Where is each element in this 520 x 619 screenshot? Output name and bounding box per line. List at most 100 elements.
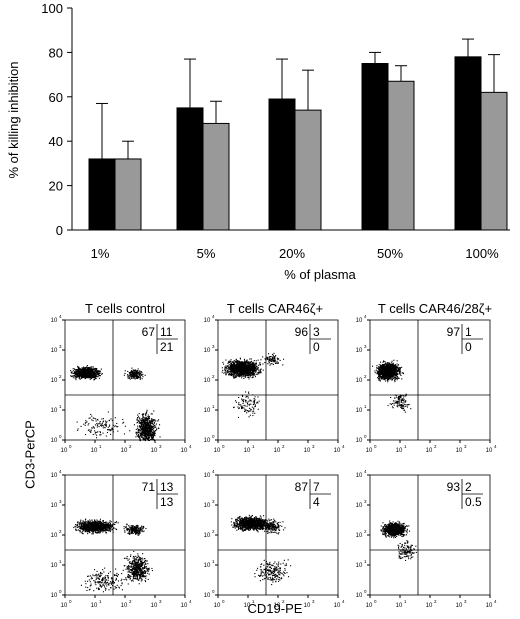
y-tick-exponent-0: 0 <box>59 434 62 439</box>
quadrant-lower-right-value: 0 <box>465 340 472 354</box>
x-tick-exponent-2: 2 <box>434 444 437 449</box>
x-tick-label-1: 10 <box>91 603 98 608</box>
quadrant-upper-left-value: 96 <box>295 325 309 339</box>
y-tick-exponent-2: 2 <box>59 529 62 534</box>
bar-s1-3 <box>387 80 415 231</box>
x-tick-label-1: 10 <box>396 448 403 454</box>
y-tick-label-1: 10 <box>51 563 58 569</box>
y-tick-exponent-3: 3 <box>212 344 215 349</box>
quadrant-upper-left-value: 67 <box>142 325 156 339</box>
y-tick-exponent-4: 4 <box>212 469 215 474</box>
x-tick-label-2: 10 <box>121 603 128 608</box>
y-tick-label-0: 10 <box>51 438 58 444</box>
x-tick-label-1: 10 <box>244 603 251 608</box>
y-tick-label-4: 10 <box>204 473 211 479</box>
x-tick-label-0: 10 <box>61 448 68 454</box>
event-dots <box>230 514 292 586</box>
y-tick-label-3: 10 <box>51 348 58 354</box>
column-title-2: T cells CAR46/28ζ+ <box>377 301 493 316</box>
y-tick-exponent-4: 4 <box>59 314 62 319</box>
x-tick-exponent-3: 3 <box>464 444 467 449</box>
x-tick-exponent-3: 3 <box>312 599 315 604</box>
x-tick-label-3: 50% <box>377 246 403 261</box>
x-tick-exponent-2: 2 <box>129 444 132 449</box>
x-tick-exponent-0: 0 <box>69 599 72 604</box>
x-tick-exponent-2: 2 <box>434 599 437 604</box>
x-tick-exponent-1: 1 <box>252 599 255 604</box>
panel-frame <box>64 319 186 441</box>
bar-s0-4 <box>454 56 482 231</box>
x-tick-label-2: 10 <box>274 603 281 608</box>
x-tick-label-4: 10 <box>181 603 188 608</box>
y-tick-exponent-4: 4 <box>364 469 367 474</box>
quadrant-lower-right-value: 21 <box>160 340 174 354</box>
y-tick-label-0: 10 <box>356 593 363 599</box>
panel-frame <box>369 319 491 441</box>
quadrant-upper-right-value: 1 <box>465 325 472 339</box>
event-dots <box>73 518 153 593</box>
quadrant-upper-left-value: 87 <box>295 480 309 494</box>
x-tick-label-1: 10 <box>396 603 403 608</box>
bar-axes: 0 20 40 60 80 100 1% 5% 20% 50% 100% <box>41 1 510 261</box>
bar-s0-1 <box>176 107 204 231</box>
quadrant-lower-right-value: 4 <box>313 495 320 509</box>
bar-s1-4 <box>480 91 508 231</box>
quadrant-upper-left-value: 71 <box>142 480 156 494</box>
x-tick-label-3: 10 <box>456 603 463 608</box>
y-tick-exponent-0: 0 <box>212 434 215 439</box>
x-tick-exponent-1: 1 <box>252 444 255 449</box>
y-tick-label-2: 10 <box>356 533 363 539</box>
y-tick-label-1: 10 <box>51 408 58 414</box>
x-tick-exponent-1: 1 <box>99 444 102 449</box>
y-tick-exponent-3: 3 <box>212 499 215 504</box>
y-tick-exponent-1: 1 <box>212 404 215 409</box>
y-tick-exponent-3: 3 <box>364 344 367 349</box>
quadrant-lower-right-value: 0 <box>313 340 320 354</box>
x-tick-label-1: 10 <box>244 448 251 454</box>
x-tick-exponent-3: 3 <box>312 444 315 449</box>
x-tick-exponent-2: 2 <box>282 444 285 449</box>
x-tick-label-3: 10 <box>456 448 463 454</box>
quadrant-upper-right-value: 3 <box>313 325 320 339</box>
x-tick-label-3: 10 <box>151 448 158 454</box>
y-tick-exponent-1: 1 <box>212 559 215 564</box>
x-tick-exponent-0: 0 <box>222 444 225 449</box>
y-tick-label-1: 10 <box>204 563 211 569</box>
y-axis-label: % of killing inhibition <box>6 61 21 178</box>
x-tick-exponent-0: 0 <box>374 444 377 449</box>
quadrant-upper-right-value: 2 <box>465 480 472 494</box>
x-tick-exponent-3: 3 <box>159 599 162 604</box>
y-tick-exponent-2: 2 <box>59 374 62 379</box>
y-tick-label-2: 10 <box>51 533 58 539</box>
y-tick-exponent-2: 2 <box>364 374 367 379</box>
x-tick-label-4: 10 <box>486 603 493 608</box>
y-tick-label-4: 10 <box>204 318 211 324</box>
x-tick-label-2: 10 <box>426 448 433 454</box>
y-tick-label-0: 0 <box>56 223 63 238</box>
x-tick-exponent-4: 4 <box>494 444 497 449</box>
bar-s0-0 <box>88 158 116 231</box>
y-tick-label-2: 10 <box>51 378 58 384</box>
y-tick-exponent-1: 1 <box>59 404 62 409</box>
y-tick-exponent-3: 3 <box>59 344 62 349</box>
y-tick-label-4: 10 <box>51 318 58 324</box>
x-tick-label-0: 1% <box>91 246 110 261</box>
x-tick-label-3: 10 <box>304 603 311 608</box>
y-tick-label-5: 100 <box>41 1 63 16</box>
y-tick-exponent-2: 2 <box>212 374 215 379</box>
x-tick-exponent-3: 3 <box>464 599 467 604</box>
y-tick-label-0: 10 <box>356 438 363 444</box>
y-tick-label-3: 10 <box>356 348 363 354</box>
quadrant-lower-right-value: 0.5 <box>465 495 482 509</box>
x-tick-exponent-0: 0 <box>222 599 225 604</box>
x-tick-label-0: 10 <box>366 603 373 608</box>
x-tick-label-1: 10 <box>91 448 98 454</box>
x-tick-label-4: 10 <box>334 448 341 454</box>
quadrant-upper-right-value: 7 <box>313 480 320 494</box>
x-axis-label: % of plasma <box>284 267 356 282</box>
x-tick-exponent-0: 0 <box>69 444 72 449</box>
x-tick-label-0: 10 <box>214 448 221 454</box>
